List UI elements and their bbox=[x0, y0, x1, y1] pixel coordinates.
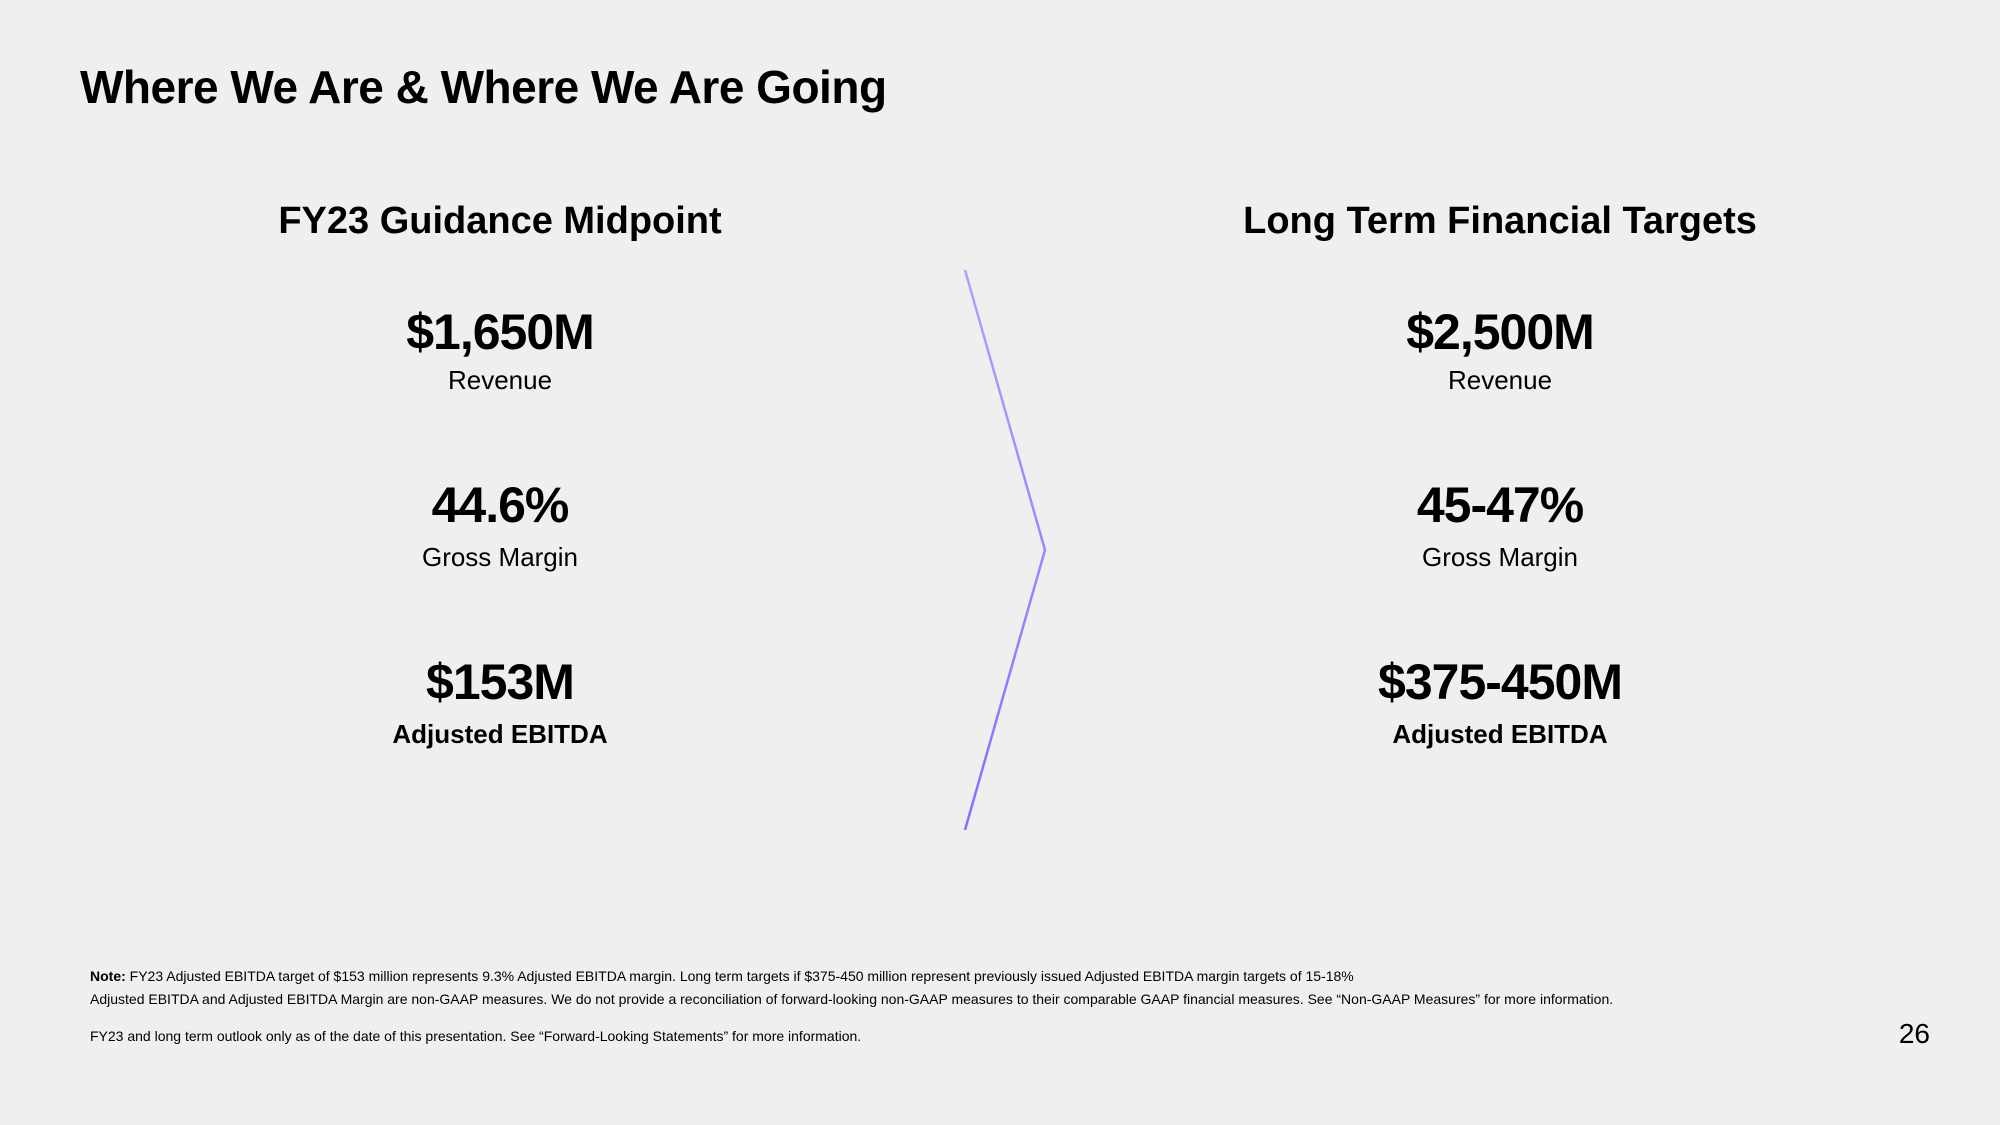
left-revenue-label: Revenue bbox=[406, 365, 594, 396]
right-gross-margin-value: 45-47% bbox=[1417, 476, 1583, 534]
right-metric-ebitda: $375-450M Adjusted EBITDA bbox=[1378, 653, 1622, 750]
footnote-note-label: Note: bbox=[90, 968, 126, 984]
left-heading: FY23 Guidance Midpoint bbox=[278, 200, 721, 243]
left-metric-revenue: $1,650M Revenue bbox=[406, 303, 594, 396]
left-ebitda-value: $153M bbox=[392, 653, 607, 711]
right-revenue-value: $2,500M bbox=[1406, 303, 1594, 361]
page-number: 26 bbox=[1899, 1018, 1930, 1050]
right-ebitda-value: $375-450M bbox=[1378, 653, 1622, 711]
footnote-text-1: FY23 Adjusted EBITDA target of $153 mill… bbox=[126, 968, 1354, 984]
right-heading: Long Term Financial Targets bbox=[1243, 200, 1757, 243]
right-revenue-label: Revenue bbox=[1406, 365, 1594, 396]
right-metric-revenue: $2,500M Revenue bbox=[1406, 303, 1594, 396]
right-column: Long Term Financial Targets $2,500M Reve… bbox=[1000, 200, 2000, 850]
footnote-line-2: Adjusted EBITDA and Adjusted EBITDA Marg… bbox=[90, 990, 1850, 1009]
right-gross-margin-label: Gross Margin bbox=[1417, 542, 1583, 573]
slide: Where We Are & Where We Are Going FY23 G… bbox=[0, 0, 2000, 1125]
footnotes: Note: FY23 Adjusted EBITDA target of $15… bbox=[90, 967, 1850, 1050]
columns-container: FY23 Guidance Midpoint $1,650M Revenue 4… bbox=[0, 200, 2000, 850]
left-revenue-value: $1,650M bbox=[406, 303, 594, 361]
left-metric-gross-margin: 44.6% Gross Margin bbox=[422, 476, 578, 573]
left-metric-ebitda: $153M Adjusted EBITDA bbox=[392, 653, 607, 750]
right-metric-gross-margin: 45-47% Gross Margin bbox=[1417, 476, 1583, 573]
slide-title: Where We Are & Where We Are Going bbox=[80, 60, 887, 114]
left-ebitda-label: Adjusted EBITDA bbox=[392, 719, 607, 750]
left-column: FY23 Guidance Midpoint $1,650M Revenue 4… bbox=[0, 200, 1000, 850]
left-gross-margin-label: Gross Margin bbox=[422, 542, 578, 573]
left-gross-margin-value: 44.6% bbox=[422, 476, 578, 534]
right-ebitda-label: Adjusted EBITDA bbox=[1378, 719, 1622, 750]
footnote-line-3: FY23 and long term outlook only as of th… bbox=[90, 1027, 1850, 1046]
footnote-line-1: Note: FY23 Adjusted EBITDA target of $15… bbox=[90, 967, 1850, 986]
